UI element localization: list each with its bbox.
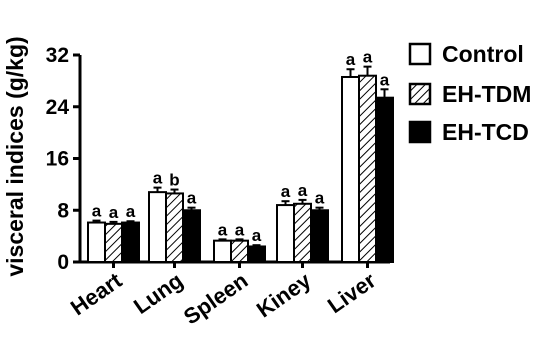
- bar-control-spleen: [213, 239, 232, 263]
- bar-eh-tdm-spleen: [230, 239, 249, 263]
- significance-label: a: [252, 226, 262, 245]
- bar-eh-tcd-kiney: [310, 209, 329, 263]
- legend-label-eh-tdm: EH-TDM: [442, 81, 531, 107]
- category-label-lung: Lung: [129, 268, 187, 319]
- significance-label: a: [187, 189, 197, 208]
- y-tick-label: 0: [57, 251, 69, 274]
- bar-eh-tcd-spleen: [247, 245, 266, 264]
- bar-control-heart: [87, 221, 106, 263]
- bar-control-liver: [341, 75, 360, 264]
- significance-label: a: [380, 70, 390, 89]
- significance-label: a: [235, 220, 245, 239]
- legend-swatch-control: [408, 42, 432, 66]
- significance-label: a: [298, 181, 308, 200]
- significance-label: a: [153, 169, 163, 188]
- category-label-kiney: Kiney: [252, 267, 316, 322]
- bar-eh-tdm-lung: [165, 192, 184, 263]
- y-tick-label: 24: [46, 96, 70, 119]
- significance-label: a: [315, 189, 325, 208]
- bar-control-lung: [148, 191, 167, 263]
- y-tick-label: 32: [46, 44, 69, 67]
- y-tick-label: 16: [46, 148, 69, 171]
- bar-eh-tdm-heart: [104, 222, 123, 264]
- category-label-heart: Heart: [66, 267, 127, 320]
- bar-eh-tcd-lung: [182, 209, 201, 263]
- significance-label: a: [126, 202, 136, 221]
- legend-swatch-eh-tcd: [408, 120, 432, 144]
- significance-label: a: [281, 182, 291, 201]
- legend-label-control: Control: [442, 41, 524, 67]
- bar-eh-tdm-kiney: [293, 202, 312, 263]
- significance-label: b: [169, 171, 179, 190]
- bar-eh-tdm-liver: [358, 74, 377, 263]
- y-tick-label: 8: [57, 199, 69, 222]
- category-label-liver: Liver: [323, 267, 381, 318]
- significance-label: a: [92, 202, 102, 221]
- bar-eh-tcd-heart: [121, 221, 140, 263]
- bar-control-kiney: [276, 204, 295, 263]
- significance-label: a: [109, 203, 119, 222]
- category-label-spleen: Spleen: [179, 268, 252, 330]
- significance-label: a: [346, 50, 356, 69]
- significance-label: a: [363, 48, 373, 67]
- legend-label-eh-tcd: EH-TCD: [442, 119, 529, 145]
- legend-swatch-eh-tdm: [408, 82, 432, 106]
- bar-eh-tcd-liver: [375, 96, 394, 263]
- y-axis-title: visceral indices (g/kg): [2, 36, 28, 276]
- significance-label: a: [218, 220, 228, 239]
